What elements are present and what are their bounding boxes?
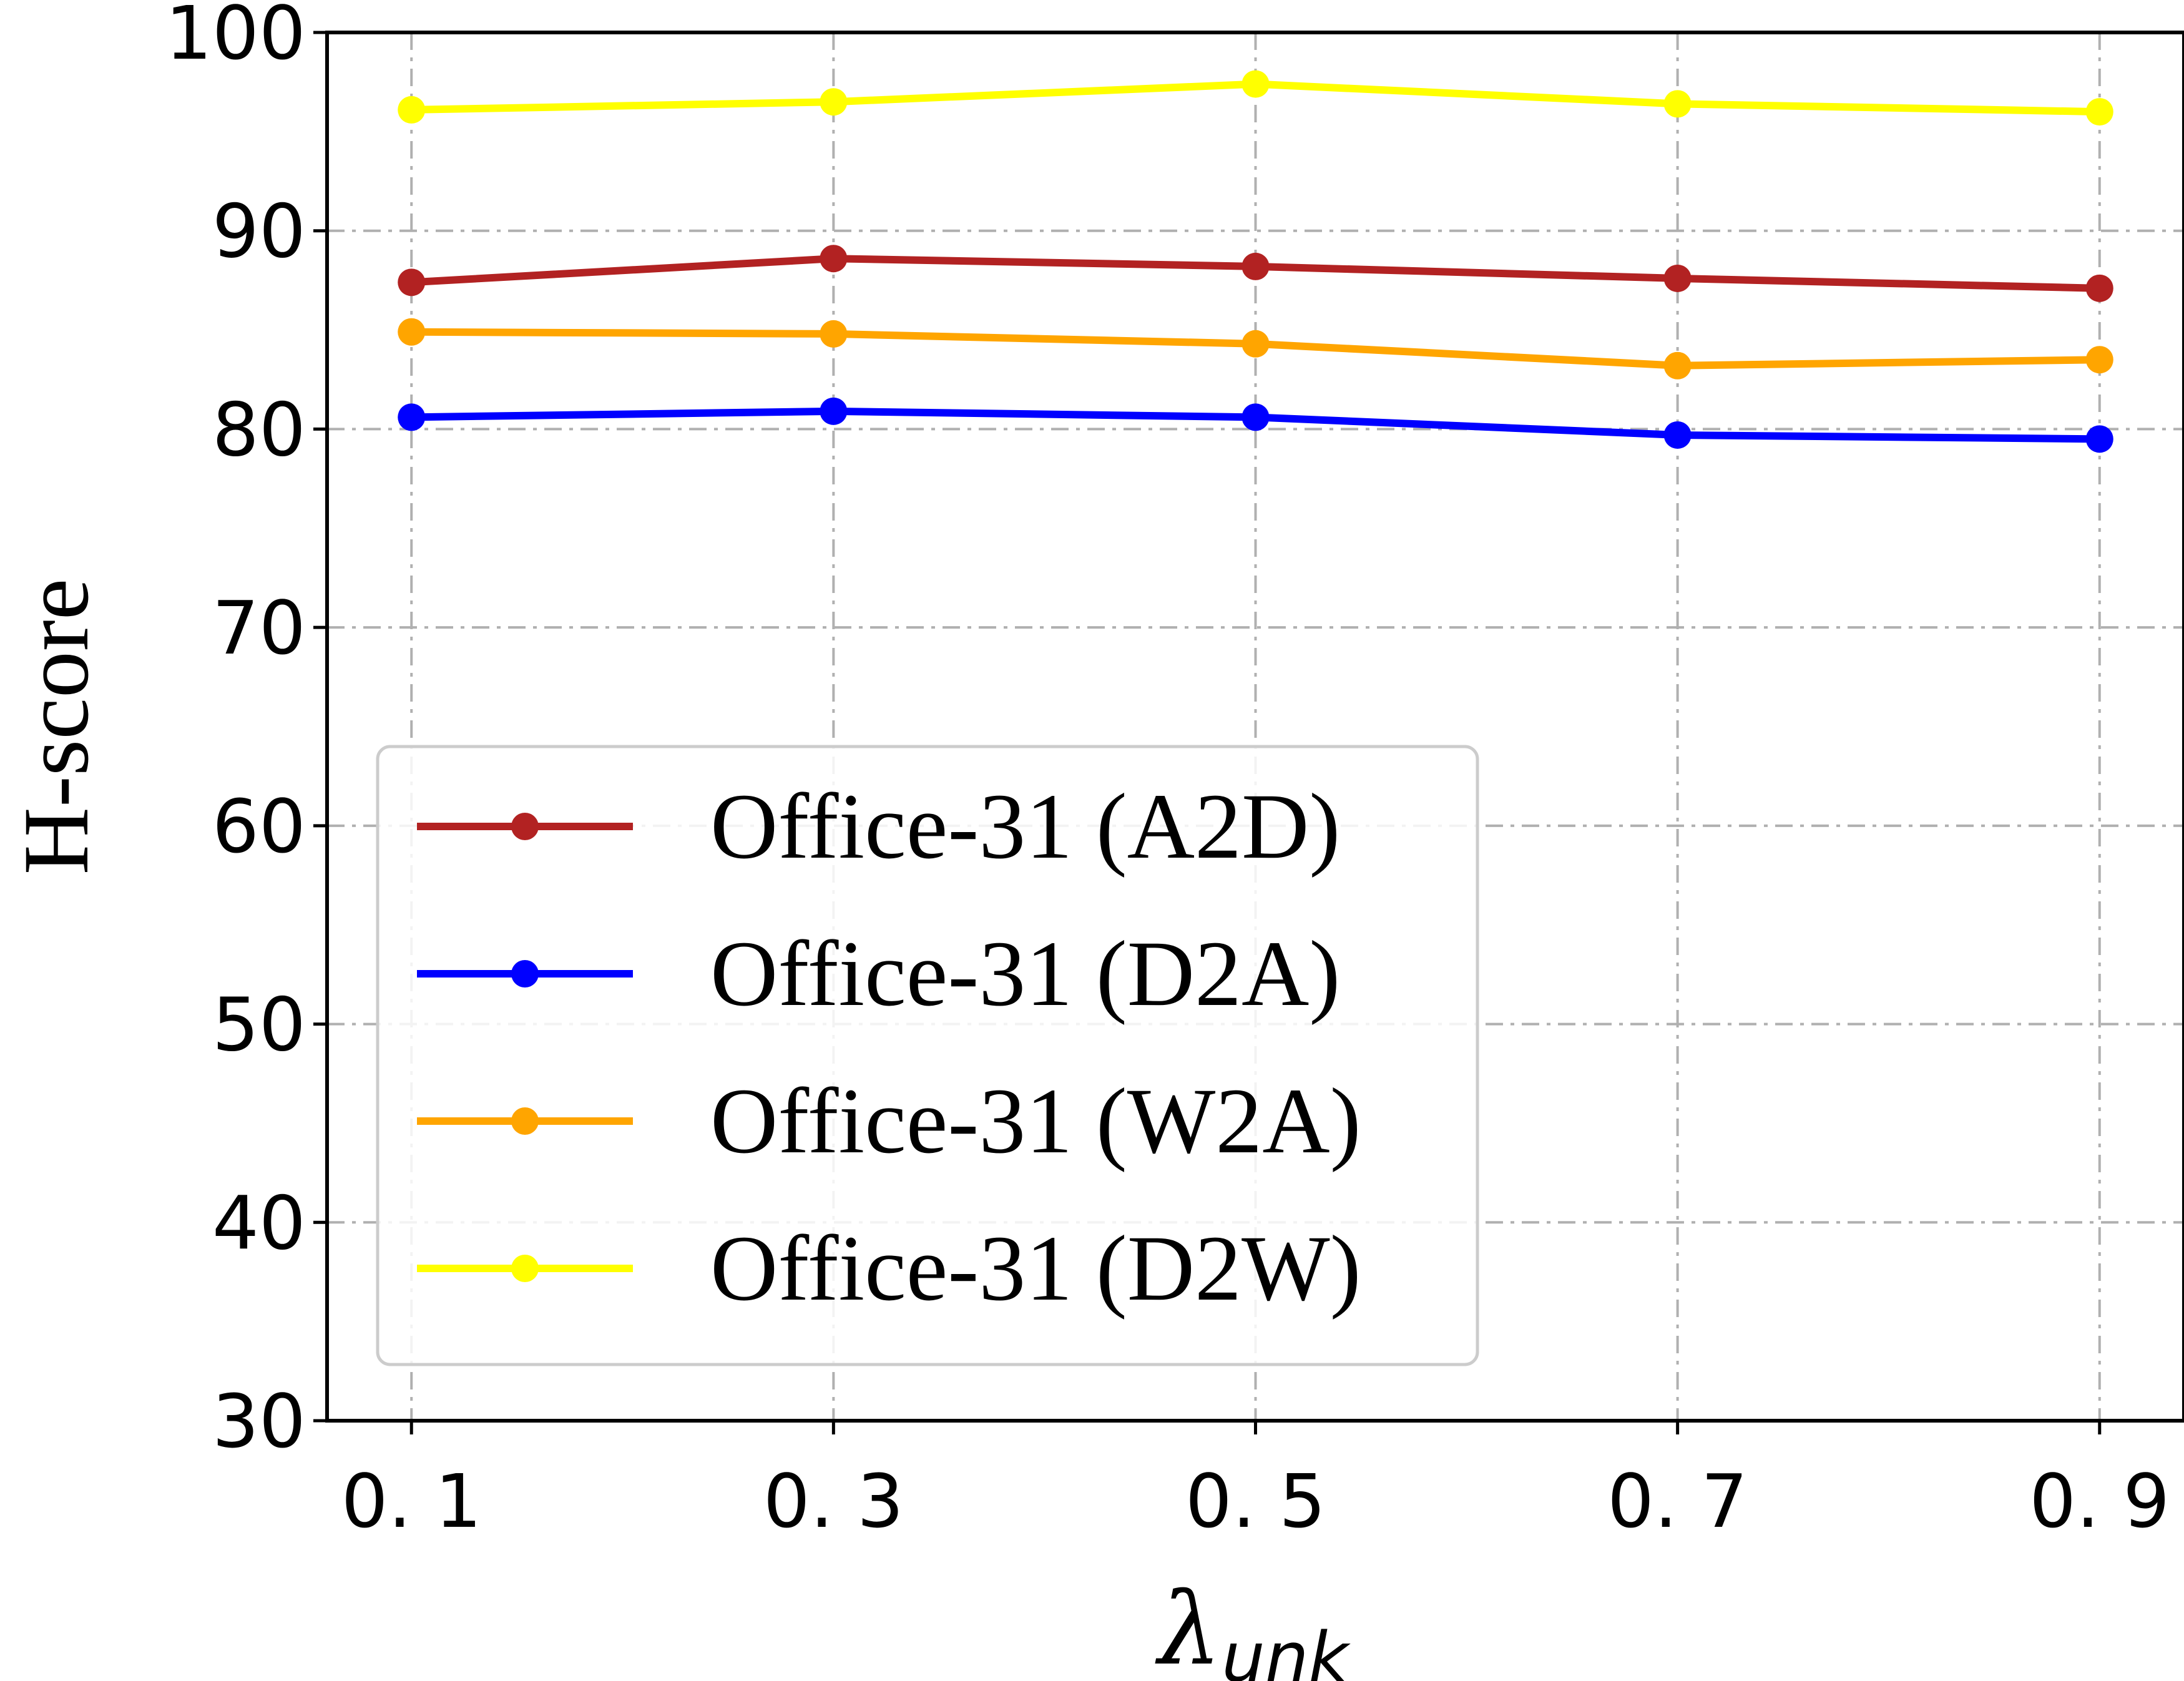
- series-layer: [398, 70, 2113, 453]
- legend-label: Office-31 (D2A): [710, 922, 1340, 1026]
- y-tick-label: 60: [212, 783, 306, 870]
- data-point: [398, 318, 426, 346]
- series-office-31-d2w: [398, 70, 2113, 126]
- x-axis-label-subscript: unk: [1222, 1617, 1351, 1681]
- data-point: [398, 96, 426, 124]
- y-tick-label: 50: [212, 982, 306, 1068]
- legend-swatch-marker: [511, 813, 539, 840]
- legend-item: Office-31 (A2D): [417, 775, 1340, 878]
- data-point: [1663, 264, 1692, 292]
- data-point: [1241, 330, 1270, 358]
- x-axis-label: λunk: [1155, 1571, 1351, 1681]
- x-tick-label: 0. 5: [1185, 1458, 1326, 1544]
- x-axis-label-symbol: λ: [1155, 1571, 1222, 1681]
- legend-item: Office-31 (D2A): [417, 922, 1340, 1026]
- y-axis-label: H-score: [4, 579, 108, 875]
- y-tick-label: 90: [212, 189, 306, 275]
- y-tick-label: 30: [212, 1378, 306, 1464]
- legend-label: Office-31 (D2W): [710, 1217, 1361, 1320]
- x-tick-label: 0. 9: [2029, 1458, 2170, 1544]
- data-point: [820, 397, 848, 425]
- y-tick-label: 40: [212, 1180, 306, 1266]
- legend-label: Office-31 (W2A): [710, 1069, 1361, 1173]
- series-office-31-d2a: [398, 397, 2113, 453]
- data-point: [820, 245, 848, 273]
- data-point: [1663, 421, 1692, 449]
- x-tick-label: 0. 3: [763, 1458, 904, 1544]
- legend-item: Office-31 (W2A): [417, 1069, 1361, 1173]
- data-point: [1663, 351, 1692, 380]
- data-point: [1241, 70, 1270, 98]
- data-point: [2085, 346, 2113, 374]
- data-point: [820, 320, 848, 348]
- x-tick-label: 0. 7: [1607, 1458, 1748, 1544]
- data-point: [1663, 90, 1692, 118]
- data-point: [2085, 274, 2113, 302]
- data-point: [398, 268, 426, 297]
- legend-item: Office-31 (D2W): [417, 1217, 1361, 1320]
- y-tick-label: 70: [212, 585, 306, 671]
- series-office-31-w2a: [398, 318, 2113, 380]
- legend-swatch-marker: [511, 1107, 539, 1135]
- y-tick-label: 80: [212, 386, 306, 473]
- data-point: [2085, 98, 2113, 126]
- series-office-31-a2d: [398, 245, 2113, 302]
- data-point: [1241, 252, 1270, 280]
- data-point: [1241, 403, 1270, 431]
- legend-swatch-marker: [511, 960, 539, 988]
- legend: Office-31 (A2D) Office-31 (D2A) Office-31 …: [376, 745, 1479, 1366]
- x-axis: 0. 1 0. 3 0. 5 0. 7 0. 9: [341, 1421, 2170, 1544]
- data-point: [398, 403, 426, 431]
- legend-swatch-marker: [511, 1255, 539, 1282]
- data-point: [820, 88, 848, 116]
- legend-label: Office-31 (A2D): [710, 775, 1340, 878]
- data-point: [2085, 425, 2113, 453]
- grid-lines: [327, 32, 2184, 1421]
- x-tick-label: 0. 1: [341, 1458, 482, 1544]
- y-axis: 30 40 50 60 70 80 90 100: [165, 0, 327, 1464]
- y-tick-label: 100: [165, 0, 306, 76]
- legend-box: [376, 745, 1479, 1366]
